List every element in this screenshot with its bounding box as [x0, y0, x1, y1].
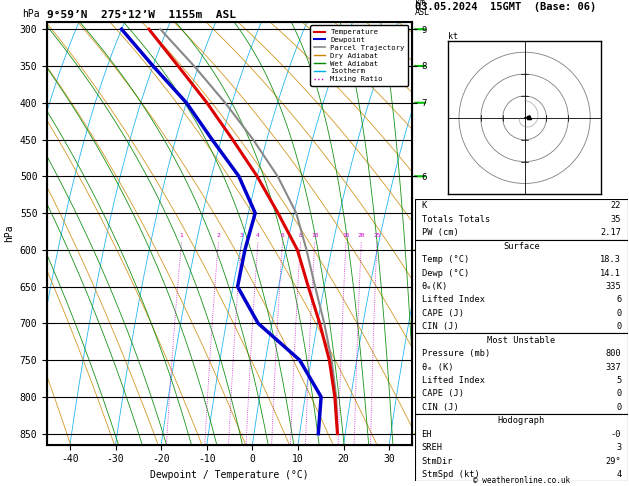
Text: 0: 0 [616, 309, 621, 318]
Text: 14.1: 14.1 [600, 269, 621, 278]
Text: Most Unstable: Most Unstable [487, 336, 555, 345]
Text: kt: kt [448, 32, 458, 41]
Text: 1: 1 [180, 233, 184, 238]
Text: 0: 0 [616, 322, 621, 331]
Text: 25: 25 [373, 233, 381, 238]
Text: 35: 35 [611, 215, 621, 224]
Text: Lifted Index: Lifted Index [421, 376, 484, 385]
Text: 0: 0 [616, 403, 621, 412]
Text: 29°: 29° [606, 456, 621, 466]
Text: 335: 335 [606, 282, 621, 291]
Text: Pressure (mb): Pressure (mb) [421, 349, 490, 358]
Text: 10: 10 [311, 233, 318, 238]
Text: 337: 337 [606, 363, 621, 371]
Bar [415, 333, 628, 414]
Text: hPa: hPa [22, 9, 40, 19]
Text: 22: 22 [611, 202, 621, 210]
Text: 5: 5 [616, 376, 621, 385]
Text: 9°59’N  275°12’W  1155m  ASL: 9°59’N 275°12’W 1155m ASL [47, 10, 236, 20]
Text: Surface: Surface [503, 242, 540, 251]
Text: 18.3: 18.3 [600, 255, 621, 264]
Text: Dewp (°C): Dewp (°C) [421, 269, 469, 278]
Text: 2.17: 2.17 [600, 228, 621, 237]
Text: 6: 6 [616, 295, 621, 304]
Text: 800: 800 [606, 349, 621, 358]
Text: 2: 2 [216, 233, 220, 238]
Text: 03.05.2024  15GMT  (Base: 06): 03.05.2024 15GMT (Base: 06) [415, 2, 596, 12]
Text: θₑ (K): θₑ (K) [421, 363, 453, 371]
Text: 4: 4 [616, 470, 621, 479]
Legend: Temperature, Dewpoint, Parcel Trajectory, Dry Adiabat, Wet Adiabat, Isotherm, Mi: Temperature, Dewpoint, Parcel Trajectory… [310, 25, 408, 86]
Text: CIN (J): CIN (J) [421, 403, 459, 412]
Text: CAPE (J): CAPE (J) [421, 309, 464, 318]
Text: SREH: SREH [421, 443, 443, 452]
Text: PW (cm): PW (cm) [421, 228, 459, 237]
Bar [415, 414, 628, 481]
Y-axis label: hPa: hPa [4, 225, 14, 242]
Text: StmSpd (kt): StmSpd (kt) [421, 470, 479, 479]
Text: 16: 16 [342, 233, 350, 238]
Text: Hodograph: Hodograph [498, 416, 545, 425]
Bar [415, 240, 628, 333]
Text: Temp (°C): Temp (°C) [421, 255, 469, 264]
Text: Lifted Index: Lifted Index [421, 295, 484, 304]
Text: -0: -0 [611, 430, 621, 439]
Text: CIN (J): CIN (J) [421, 322, 459, 331]
Text: EH: EH [421, 430, 432, 439]
Text: 6: 6 [281, 233, 284, 238]
Text: 8: 8 [299, 233, 303, 238]
Text: θₑ(K): θₑ(K) [421, 282, 448, 291]
Text: K: K [421, 202, 426, 210]
Text: 3: 3 [616, 443, 621, 452]
Text: © weatheronline.co.uk: © weatheronline.co.uk [473, 476, 570, 485]
Text: LCL: LCL [430, 425, 445, 434]
Text: Totals Totals: Totals Totals [421, 215, 490, 224]
Text: 3: 3 [239, 233, 243, 238]
X-axis label: Dewpoint / Temperature (°C): Dewpoint / Temperature (°C) [150, 470, 309, 480]
Text: km
ASL: km ASL [415, 0, 430, 17]
Text: 4: 4 [256, 233, 260, 238]
Bar [415, 199, 628, 240]
Text: 0: 0 [616, 389, 621, 399]
Text: CAPE (J): CAPE (J) [421, 389, 464, 399]
Text: 20: 20 [357, 233, 365, 238]
Text: StmDir: StmDir [421, 456, 453, 466]
